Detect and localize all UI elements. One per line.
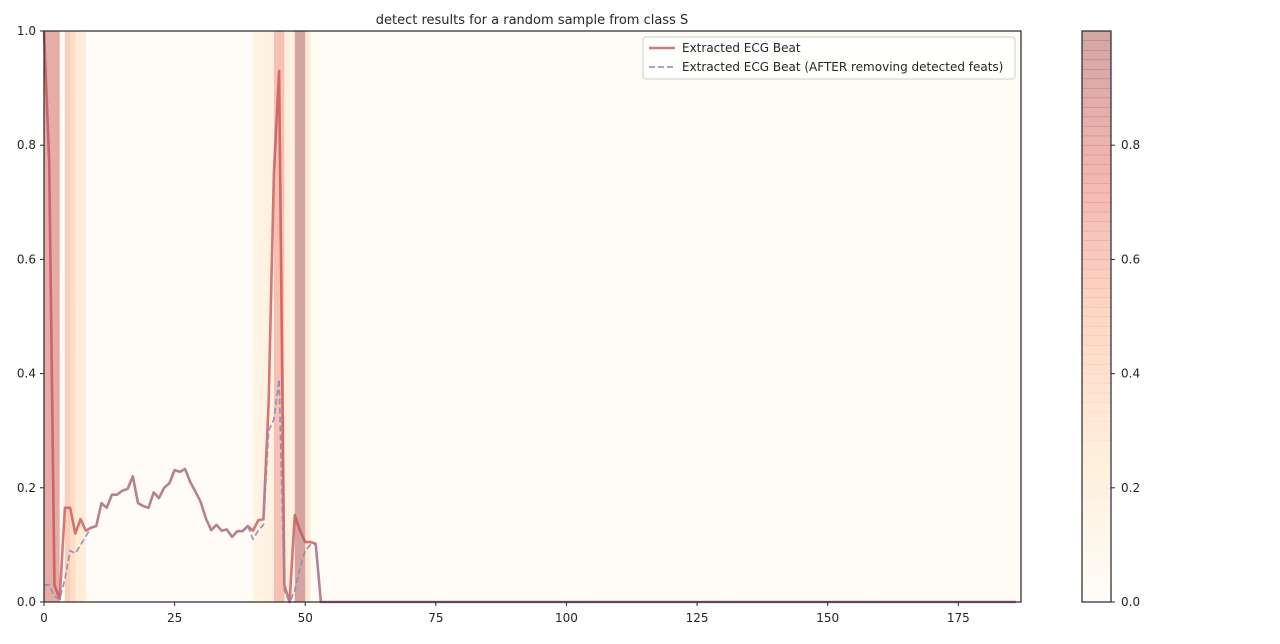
colorbar-segment bbox=[1082, 554, 1111, 564]
y-tick-label: 0.2 bbox=[17, 481, 36, 495]
y-tick-label: 0.4 bbox=[17, 367, 36, 381]
x-tick-label: 100 bbox=[555, 611, 578, 625]
importance-band-5 bbox=[263, 31, 273, 602]
colorbar-segment bbox=[1082, 174, 1111, 184]
colorbar-segment bbox=[1082, 155, 1111, 165]
colorbar-segment bbox=[1082, 221, 1111, 231]
colorbar-segment bbox=[1082, 355, 1111, 365]
x-tick-label: 175 bbox=[947, 611, 970, 625]
colorbar-segment bbox=[1082, 41, 1111, 51]
y-tick-label: 0.0 bbox=[17, 595, 36, 609]
colorbar-segment bbox=[1082, 307, 1111, 317]
colorbar-segment bbox=[1082, 259, 1111, 269]
colorbar-segment bbox=[1082, 212, 1111, 222]
colorbar-segment bbox=[1082, 469, 1111, 479]
colorbar-segment bbox=[1082, 583, 1111, 593]
colorbar-segment bbox=[1082, 79, 1111, 89]
colorbar-segment bbox=[1082, 383, 1111, 393]
colorbar-segment bbox=[1082, 402, 1111, 412]
x-tick-label: 50 bbox=[298, 611, 313, 625]
colorbar-segment bbox=[1082, 421, 1111, 431]
colorbar: 0.0 0.2 0.4 0.6 0.8 bbox=[1082, 31, 1140, 609]
colorbar-segment bbox=[1082, 545, 1111, 555]
colorbar-segment bbox=[1082, 440, 1111, 450]
colorbar-segment bbox=[1082, 88, 1111, 98]
plot-area: 0 25 50 75 100 125 150 175 0.0 0.2 0.4 0.6 0.8 1.0 bbox=[17, 24, 1021, 625]
colorbar-segment bbox=[1082, 535, 1111, 545]
colorbar-segment bbox=[1082, 497, 1111, 507]
colorbar-segment bbox=[1082, 193, 1111, 203]
colorbar-segment bbox=[1082, 136, 1111, 146]
legend-label-1: Extracted ECG Beat (AFTER removing detec… bbox=[682, 60, 1003, 74]
colorbar-segment bbox=[1082, 240, 1111, 250]
x-tick-label: 75 bbox=[428, 611, 443, 625]
colorbar-tick-label: 0.2 bbox=[1121, 481, 1140, 495]
colorbar-segment bbox=[1082, 278, 1111, 288]
colorbar-segment bbox=[1082, 60, 1111, 70]
colorbar-segment bbox=[1082, 50, 1111, 60]
colorbar-segment bbox=[1082, 507, 1111, 517]
colorbar-tick-label: 0.0 bbox=[1121, 595, 1140, 609]
colorbar-tick-label: 0.8 bbox=[1121, 138, 1140, 152]
colorbar-segment bbox=[1082, 98, 1111, 108]
colorbar-segment bbox=[1082, 488, 1111, 498]
colorbar-segment bbox=[1082, 393, 1111, 403]
y-tick-label: 0.8 bbox=[17, 138, 36, 152]
colorbar-segment bbox=[1082, 516, 1111, 526]
x-tick-label: 0 bbox=[40, 611, 48, 625]
colorbar-segment bbox=[1082, 145, 1111, 155]
colorbar-segment bbox=[1082, 374, 1111, 384]
colorbar-segment bbox=[1082, 573, 1111, 583]
colorbar-segment bbox=[1082, 459, 1111, 469]
colorbar-segment bbox=[1082, 202, 1111, 212]
colorbar-segment bbox=[1082, 412, 1111, 422]
colorbar-segment bbox=[1082, 183, 1111, 193]
colorbar-segment bbox=[1082, 326, 1111, 336]
colorbar-segment bbox=[1082, 450, 1111, 460]
colorbar-segment bbox=[1082, 31, 1111, 41]
x-tick-label: 150 bbox=[816, 611, 839, 625]
chart-title: detect results for a random sample from … bbox=[376, 13, 689, 28]
colorbar-segment bbox=[1082, 250, 1111, 260]
colorbar-segment bbox=[1082, 269, 1111, 279]
legend-label-0: Extracted ECG Beat bbox=[682, 41, 801, 55]
colorbar-segment bbox=[1082, 336, 1111, 346]
colorbar-segment bbox=[1082, 478, 1111, 488]
y-tick-label: 1.0 bbox=[17, 24, 36, 38]
colorbar-segment bbox=[1082, 526, 1111, 536]
colorbar-tick-label: 0.6 bbox=[1121, 252, 1140, 266]
colorbar-segment bbox=[1082, 231, 1111, 241]
colorbar-segment bbox=[1082, 592, 1111, 602]
importance-band-10 bbox=[305, 31, 310, 602]
importance-band-3 bbox=[75, 31, 85, 602]
legend: Extracted ECG Beat Extracted ECG Beat (AF… bbox=[643, 37, 1015, 79]
colorbar-segment bbox=[1082, 107, 1111, 117]
colorbar-segment bbox=[1082, 564, 1111, 574]
colorbar-segment bbox=[1082, 117, 1111, 127]
x-tick-label: 125 bbox=[686, 611, 709, 625]
colorbar-segment bbox=[1082, 126, 1111, 136]
importance-band-7 bbox=[284, 31, 289, 602]
colorbar-segment bbox=[1082, 317, 1111, 327]
colorbar-segment bbox=[1082, 345, 1111, 355]
colorbar-segment bbox=[1082, 297, 1111, 307]
importance-band-4 bbox=[253, 31, 263, 602]
colorbar-tick-label: 0.4 bbox=[1121, 367, 1140, 381]
colorbar-segment bbox=[1082, 164, 1111, 174]
colorbar-segment bbox=[1082, 288, 1111, 298]
y-tick-label: 0.6 bbox=[17, 252, 36, 266]
x-tick-label: 25 bbox=[167, 611, 182, 625]
plot-background bbox=[44, 31, 1021, 602]
colorbar-segment bbox=[1082, 69, 1111, 79]
colorbar-segment bbox=[1082, 431, 1111, 441]
colorbar-segment bbox=[1082, 364, 1111, 374]
